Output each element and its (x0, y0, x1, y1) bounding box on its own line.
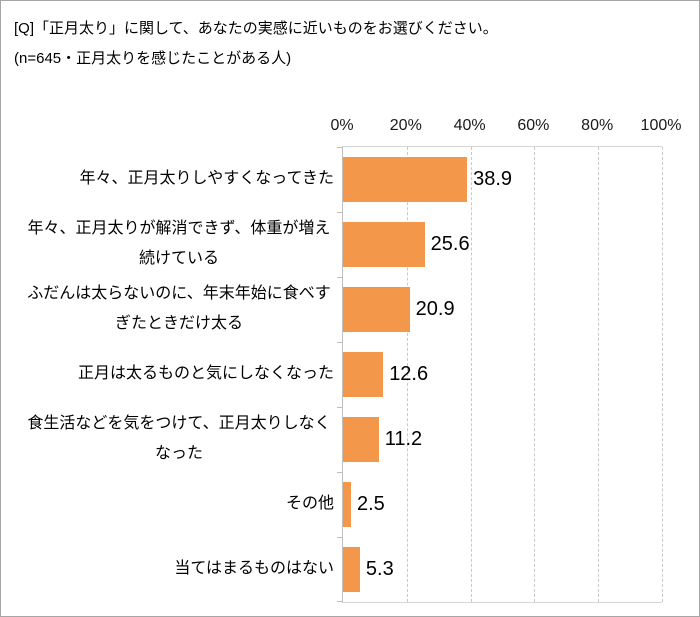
category-label: その他 (285, 494, 334, 512)
category-label-cell: 年々、正月太りが解消できず、体重が増え続けている (9, 211, 334, 276)
bar (343, 287, 410, 332)
category-axis-tick (337, 407, 343, 408)
x-tick-label: 80% (581, 117, 614, 134)
gridline (470, 147, 472, 602)
category-label: 年々、正月太りしやすくなってきた (79, 169, 334, 187)
gridline (534, 147, 536, 602)
category-axis-tick (337, 342, 343, 343)
category-axis-tick (337, 472, 343, 473)
bar-row: 2.5 (343, 472, 662, 537)
gridline (406, 147, 408, 602)
category-axis-tick (337, 537, 343, 538)
bar (343, 482, 351, 527)
x-tick-label: 60% (517, 117, 550, 134)
category-label: ふだんは太らないのに、年末年始に食べすぎたときだけ太る (27, 284, 331, 332)
value-label: 2.5 (356, 493, 385, 515)
category-label: 年々、正月太りが解消できず、体重が増え続けている (27, 219, 331, 267)
category-label-cell: 年々、正月太りしやすくなってきた (9, 146, 334, 211)
title-line-2: (n=645・正月太りを感じたことがある人) (14, 50, 292, 67)
category-label: 当てはまるものはない (174, 559, 334, 577)
x-tick-label: 40% (453, 117, 486, 134)
category-label-cell: 正月は太るものと気にしなくなった (9, 341, 334, 406)
category-axis-tick (337, 212, 343, 213)
category-label-cell: その他 (9, 471, 334, 536)
gridline (598, 147, 600, 602)
value-label: 25.6 (430, 233, 470, 255)
value-label: 11.2 (384, 428, 423, 450)
value-label: 12.6 (389, 363, 429, 385)
x-tick-label: 20% (389, 117, 422, 134)
value-label: 5.3 (365, 558, 394, 580)
category-axis-tick (337, 601, 343, 602)
category-axis-tick (337, 147, 343, 148)
category-label-cell: 当てはまるものはない (9, 536, 334, 601)
title-line-1: [Q]「正月太り」に関して、あなたの実感に近いものをお選びください。 (14, 20, 498, 37)
bar (343, 222, 425, 267)
category-label: 正月は太るものと気にしなくなった (77, 364, 334, 382)
x-axis-tick-labels: 0% 20% 40% 60% 80% 100% (330, 117, 681, 137)
gridline (662, 147, 663, 602)
x-tick-label: 0% (330, 117, 354, 134)
category-label-cell: ふだんは太らないのに、年末年始に食べすぎたときだけ太る (9, 276, 334, 341)
category-label: 食生活などを気をつけて、正月太りしなくなった (27, 414, 331, 462)
bar (343, 417, 379, 462)
bar-row: 5.3 (343, 537, 662, 602)
category-axis-tick (337, 277, 343, 278)
category-labels: 年々、正月太りしやすくなってきた年々、正月太りが解消できず、体重が増え続けている… (9, 146, 334, 601)
x-tick-label: 100% (640, 117, 682, 134)
bar-row: 12.6 (343, 342, 662, 407)
chart-title: [Q]「正月太り」に関して、あなたの実感に近いものをお選びください。 (n=64… (14, 14, 498, 74)
bar-row: 38.9 (343, 147, 662, 212)
bar-row: 25.6 (343, 212, 662, 277)
value-label: 38.9 (473, 168, 513, 190)
bar (343, 547, 360, 592)
bar (343, 352, 384, 397)
bar-row: 20.9 (343, 277, 662, 342)
bar (343, 157, 468, 202)
category-label-cell: 食生活などを気をつけて、正月太りしなくなった (9, 406, 334, 471)
value-label: 20.9 (415, 298, 455, 320)
plot-area: 38.9 25.6 20.9 12.6 11.2 2.5 5.3 (337, 146, 663, 603)
bar-row: 11.2 (343, 407, 662, 472)
